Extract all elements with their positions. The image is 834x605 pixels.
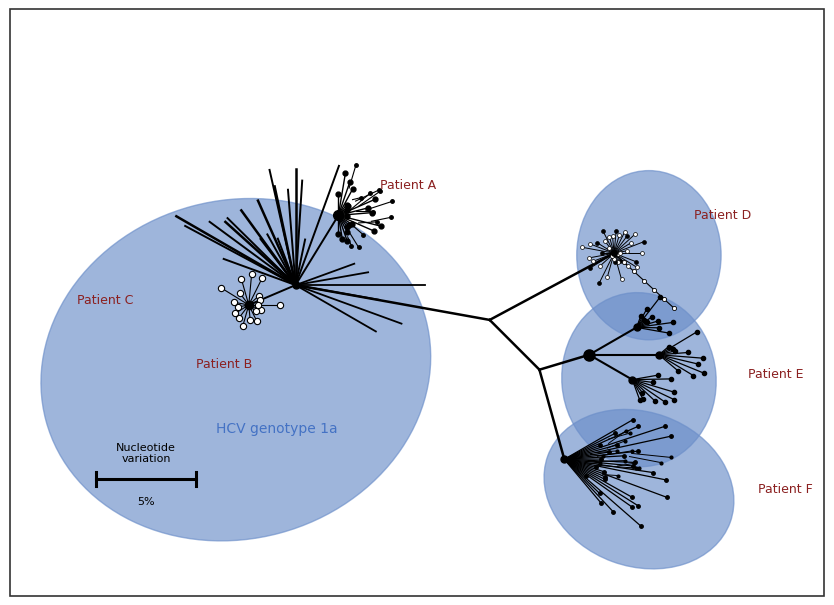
Text: Patient F: Patient F (758, 483, 813, 495)
Text: Patient B: Patient B (196, 358, 252, 371)
Text: Patient D: Patient D (694, 209, 751, 222)
Text: Patient A: Patient A (380, 179, 436, 192)
Text: Patient E: Patient E (748, 368, 804, 381)
Ellipse shape (544, 410, 734, 569)
Text: HCV genotype 1a: HCV genotype 1a (216, 422, 338, 436)
Ellipse shape (41, 198, 430, 541)
Text: Nucleotide
variation: Nucleotide variation (116, 443, 176, 464)
Text: 5%: 5% (138, 497, 155, 507)
Ellipse shape (562, 293, 716, 466)
Ellipse shape (577, 171, 721, 340)
Text: Patient C: Patient C (77, 293, 133, 307)
